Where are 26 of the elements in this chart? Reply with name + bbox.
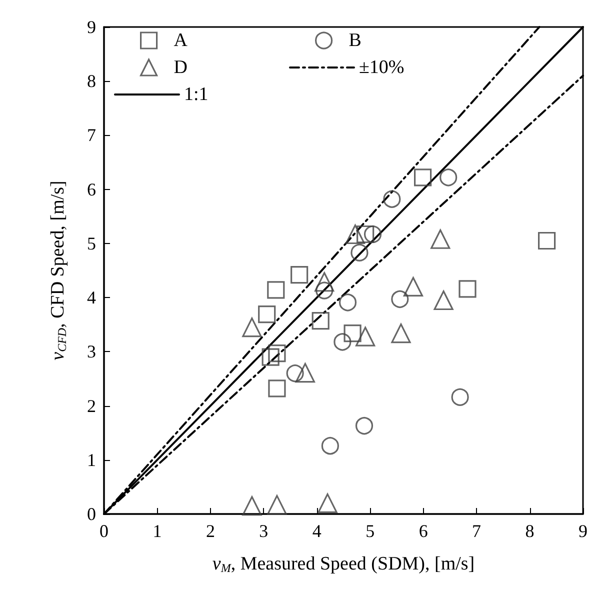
y-tick-label: 3 [87,342,96,362]
x-tick-label: 3 [259,521,268,541]
x-tick-label: 5 [366,521,375,541]
legend-label: 1:1 [184,84,208,105]
x-tick-label: 8 [525,521,534,541]
x-tick-label: 7 [472,521,482,541]
x-tick-label: 6 [418,521,428,541]
legend-label: D [174,57,188,78]
legend-label: ±10% [359,57,404,78]
y-tick-label: 1 [87,450,96,470]
y-axis-title: vCFD, CFD Speed, [m/s] [48,180,69,360]
y-tick-label: 4 [87,288,96,308]
y-tick-label: 2 [87,396,96,416]
legend-label: B [348,30,362,51]
y-tick-label: 8 [87,71,96,92]
y-tick-label: 9 [87,17,96,37]
y-tick-label: 0 [87,504,96,524]
y-tick-label: 6 [87,179,96,200]
x-tick-label: 9 [578,521,588,541]
x-tick-label: 1 [152,521,162,541]
x-tick-label: 4 [312,521,322,541]
legend-label: A [174,30,188,51]
x-tick-label: 0 [100,521,108,541]
y-tick-label: 5 [87,233,96,254]
x-tick-label: 2 [206,521,215,541]
y-tick-label: 7 [87,125,96,146]
